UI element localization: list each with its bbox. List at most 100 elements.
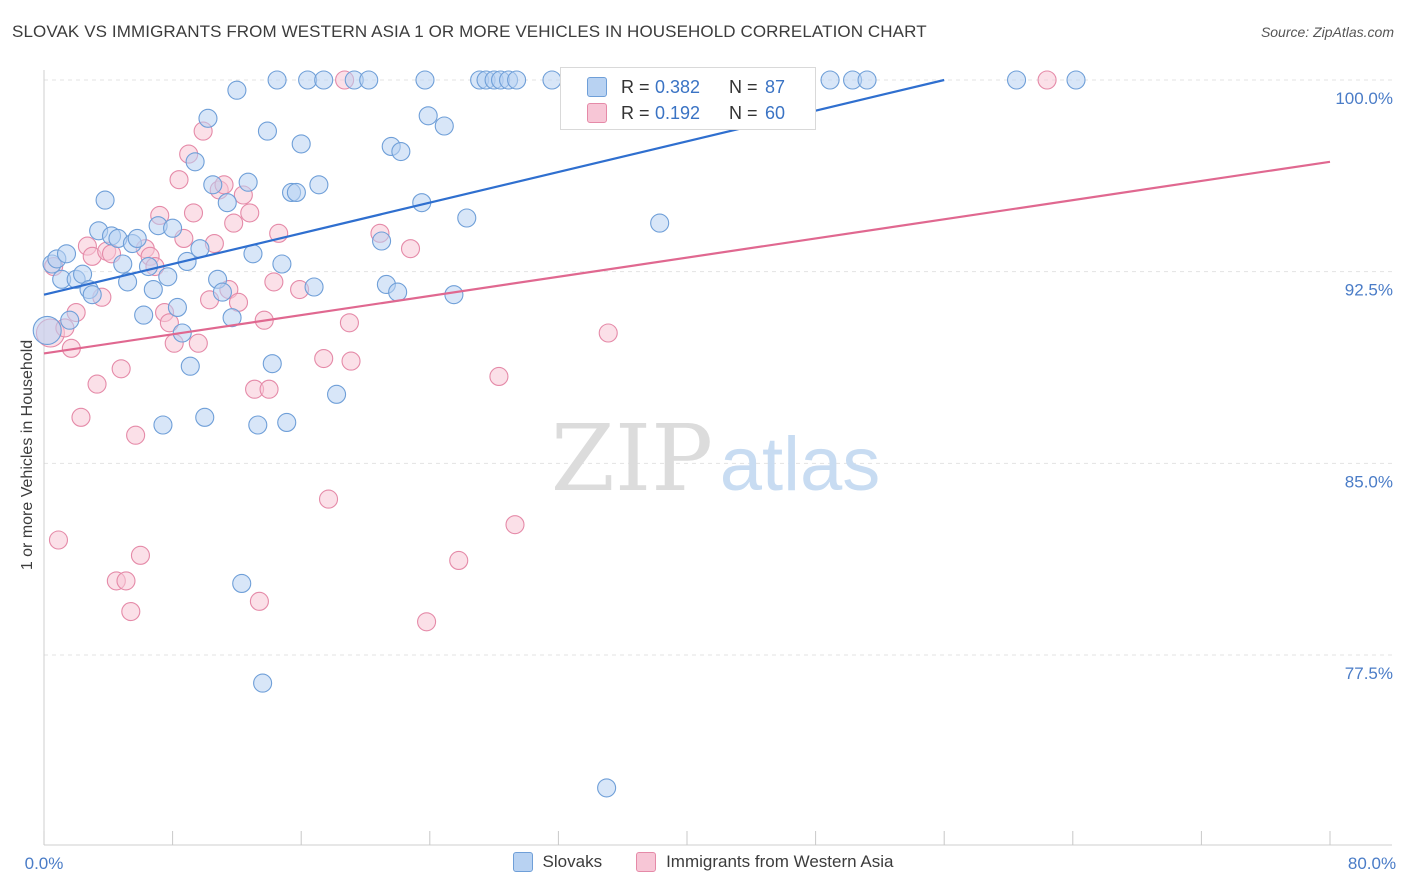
y-tick-label: 77.5% [1345, 664, 1393, 683]
watermark: ZIP atlas [551, 405, 880, 512]
data-point [253, 673, 273, 693]
y-tick-label: 92.5% [1345, 281, 1393, 300]
legend-label-slovaks: Slovaks [542, 852, 603, 871]
data-point [87, 374, 107, 394]
data-point [339, 313, 359, 333]
gridlines [44, 79, 1392, 656]
data-point [304, 277, 324, 297]
bottom-legend: Slovaks Immigrants from Western Asia [0, 852, 1406, 872]
data-point [457, 208, 477, 228]
data-point [232, 573, 252, 593]
legend-label-immigrants: Immigrants from Western Asia [666, 852, 894, 871]
data-point [48, 530, 69, 550]
data-point [138, 257, 159, 277]
data-point [286, 182, 306, 202]
legend-item-slovaks[interactable]: Slovaks [512, 852, 603, 872]
data-point [153, 415, 173, 435]
watermark-zip: ZIP [551, 405, 713, 512]
data-point [400, 239, 421, 259]
data-point [185, 152, 205, 172]
data-point [598, 323, 618, 343]
data-point [180, 356, 200, 376]
data-point [1006, 70, 1027, 90]
data-point [71, 407, 91, 427]
data-point [272, 254, 292, 274]
chart-title: SLOVAK VS IMMIGRANTS FROM WESTERN ASIA 1… [12, 22, 927, 41]
data-point [169, 170, 189, 190]
data-point [56, 244, 77, 264]
source-label: Source: ZipAtlas.com [1260, 24, 1394, 40]
data-point [388, 282, 408, 302]
data-point [134, 305, 154, 325]
data-point [127, 228, 147, 248]
data-point [262, 354, 282, 374]
correlation-legend: R = 0.382 N = 87 R = 0.192 N = 60 [560, 67, 816, 130]
data-point [1037, 70, 1057, 90]
data-point [309, 175, 329, 195]
data-point [143, 280, 163, 300]
data-point [264, 272, 284, 292]
data-point [126, 425, 146, 445]
data-point [418, 106, 438, 126]
r-label: R = [621, 102, 650, 123]
data-point [314, 349, 334, 369]
series-slovaks-points [32, 70, 1086, 798]
data-point [542, 70, 562, 90]
data-point [298, 70, 318, 90]
watermark-atlas: atlas [720, 422, 881, 507]
data-point [243, 244, 263, 264]
data-point [434, 116, 454, 136]
y-tick-label: 100.0% [1335, 89, 1393, 108]
y-tick-label: 85.0% [1345, 472, 1393, 491]
data-point [1066, 70, 1086, 90]
data-point [116, 571, 136, 591]
data-point [267, 70, 287, 90]
data-point [857, 70, 877, 90]
data-point [212, 282, 232, 302]
n-value: 87 [765, 76, 786, 97]
data-point [391, 142, 411, 162]
data-point [318, 489, 339, 509]
legend-swatch-immigrants [636, 852, 657, 872]
data-point [314, 70, 334, 90]
r-label: R = [621, 76, 650, 97]
x-tick-label-left: 0.0% [25, 854, 64, 873]
n-value: 60 [765, 102, 786, 123]
data-point [217, 193, 237, 213]
legend-swatch-slovaks [512, 852, 533, 872]
data-point [489, 366, 509, 386]
data-point [222, 308, 242, 328]
data-point [32, 315, 62, 345]
data-point [291, 134, 311, 154]
n-label: N = [729, 102, 758, 123]
data-point [249, 591, 269, 611]
data-point [183, 203, 204, 223]
r-value: 0.382 [655, 76, 701, 97]
data-point [277, 412, 297, 432]
data-point [415, 70, 435, 90]
data-point [121, 602, 141, 622]
data-point [203, 175, 223, 195]
data-point [597, 778, 617, 798]
legend-item-immigrants[interactable]: Immigrants from Western Asia [636, 852, 893, 872]
data-point [198, 108, 218, 128]
data-point [224, 213, 244, 233]
data-point [118, 272, 138, 292]
data-point [240, 203, 260, 223]
data-point [163, 218, 183, 238]
data-point [60, 310, 80, 330]
data-point [238, 172, 258, 192]
data-point [195, 407, 215, 427]
data-point [111, 359, 131, 379]
r-value: 0.192 [655, 102, 701, 123]
trend-line-pink [43, 160, 1331, 355]
legend-swatch-pink [587, 103, 607, 123]
data-point [507, 70, 527, 90]
data-point [650, 213, 670, 233]
data-point [167, 297, 187, 317]
data-point [159, 313, 179, 333]
data-point [444, 285, 464, 305]
data-point [113, 254, 133, 274]
tick-labels: 100.0% 92.5% 85.0% 77.5% 0.0% 80.0% [25, 89, 1396, 873]
